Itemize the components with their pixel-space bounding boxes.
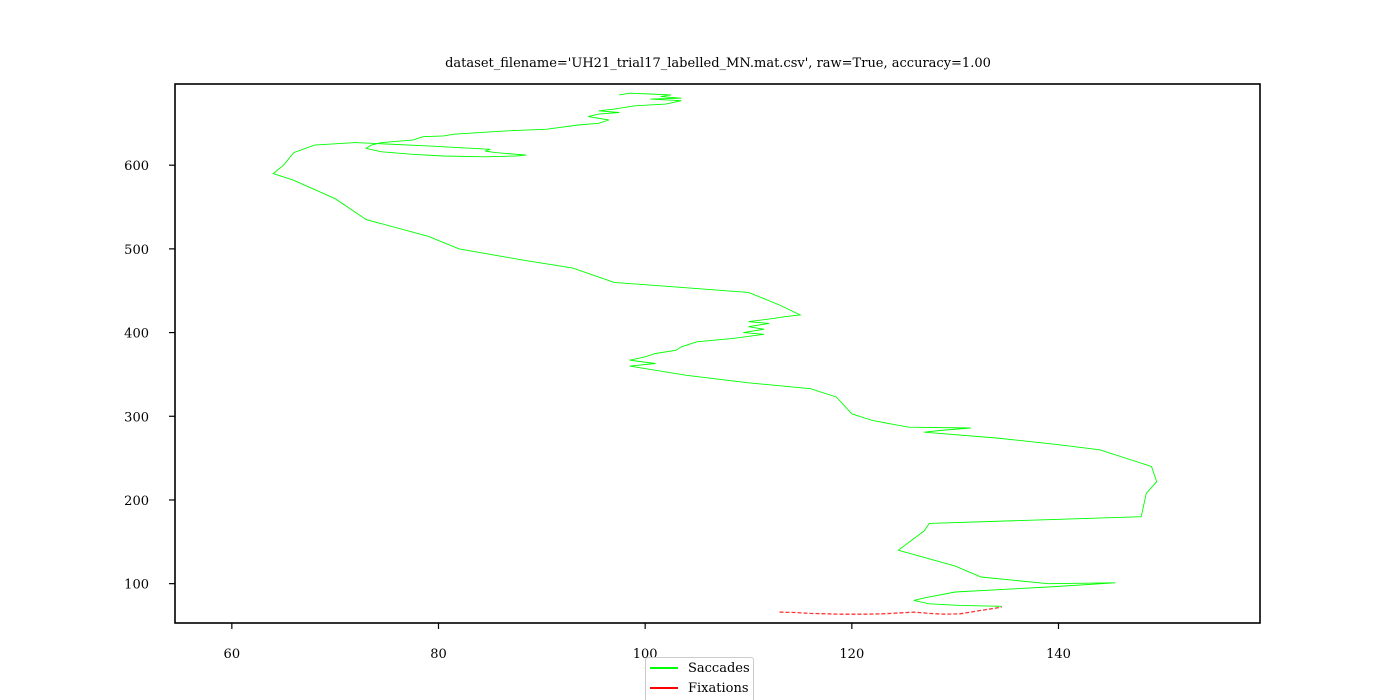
y-tick-label: 200 — [124, 494, 149, 509]
legend-label-fixations: Fixations — [688, 680, 749, 696]
y-tick-label: 100 — [124, 578, 149, 593]
x-tick-label: 60 — [224, 647, 241, 662]
legend: Saccades Fixations — [645, 657, 754, 700]
x-axis: 60 80 100 120 140 — [224, 623, 1071, 662]
y-tick-label: 300 — [124, 410, 149, 425]
y-tick-label: 600 — [124, 159, 149, 174]
plot-frame — [174, 83, 1261, 624]
legend-item-saccades: Saccades — [650, 659, 750, 677]
legend-label-saccades: Saccades — [688, 660, 750, 676]
chart-title: dataset_filename='UH21_trial17_labelled_… — [445, 56, 991, 71]
y-tick-label: 500 — [124, 243, 149, 258]
legend-swatch-fixations — [650, 687, 678, 689]
series-line-saccades — [272, 92, 1158, 607]
y-tick-label: 400 — [124, 327, 149, 342]
x-tick-label: 120 — [839, 647, 864, 662]
series-line-fixations — [779, 606, 1002, 615]
plot-series — [272, 92, 1158, 615]
x-tick-label: 80 — [430, 647, 447, 662]
legend-swatch-saccades — [650, 667, 678, 669]
legend-item-fixations: Fixations — [650, 679, 749, 697]
x-tick-label: 140 — [1046, 647, 1071, 662]
y-axis: 100 200 300 400 500 600 — [124, 159, 175, 593]
